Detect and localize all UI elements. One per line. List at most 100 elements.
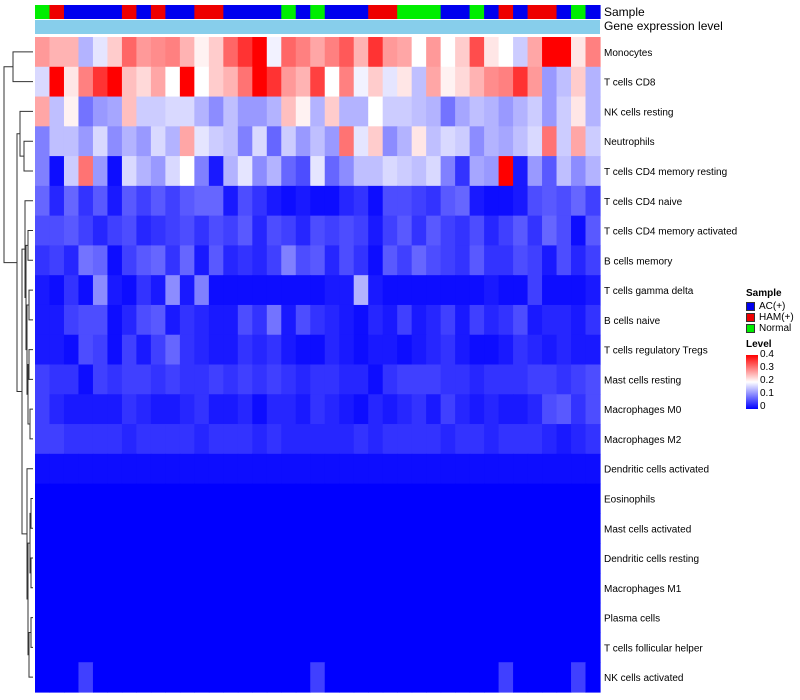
heatmap-cell [179, 662, 195, 693]
heatmap-cell [469, 126, 485, 157]
heatmap-cell [107, 126, 123, 157]
heatmap-cell [513, 156, 529, 187]
heatmap-cell [469, 96, 485, 127]
heatmap-cell [585, 572, 601, 604]
heatmap-cell [310, 66, 326, 98]
sample-legend: Sample AC(+) HAM(+) Normal [746, 288, 794, 334]
heatmap-cell [208, 424, 224, 455]
heatmap-cell [35, 304, 51, 336]
heatmap-cell [484, 275, 500, 306]
heatmap-cell [411, 483, 427, 514]
heatmap-cell [150, 602, 166, 634]
heatmap-cell [397, 66, 413, 98]
heatmap-cell [121, 96, 138, 127]
dendrogram-link [23, 140, 33, 172]
heatmap-cell [252, 245, 268, 276]
heatmap-cell [571, 304, 587, 336]
row-labels: Monocytes T cells CD8 NK cells resting Neut… [604, 48, 737, 684]
heatmap-cell [281, 66, 297, 98]
heatmap-cell [469, 334, 485, 366]
heatmap-cell [498, 334, 514, 366]
heatmap-cell [92, 37, 109, 68]
heatmap-cell [324, 602, 340, 634]
heatmap-cell [92, 632, 109, 663]
heatmap-cell [469, 275, 485, 306]
legend-swatch-ac [746, 302, 755, 311]
heatmap-cell [397, 215, 413, 247]
heatmap-cell [295, 334, 311, 366]
level-legend: Level 0.4 0.3 0.2 0.1 0 [746, 339, 774, 414]
heatmap-cell [484, 662, 500, 693]
heatmap-cell [63, 543, 80, 574]
heatmap-cell [194, 126, 210, 157]
heatmap-cell [585, 156, 601, 187]
heatmap-cell [121, 424, 138, 455]
heatmap-cell [136, 483, 152, 514]
heatmap-cell [324, 513, 340, 544]
heatmap-cell [35, 96, 51, 127]
heatmap-cell [527, 513, 543, 544]
heatmap-cell [63, 602, 80, 634]
heatmap-cell [295, 96, 311, 127]
heatmap-cell [150, 304, 166, 336]
heatmap-cell [585, 304, 601, 336]
heatmap-cell [426, 453, 442, 485]
heatmap-cell [426, 304, 442, 336]
heatmap-cell [324, 96, 340, 127]
sample-annotation-cell [469, 5, 485, 19]
heatmap-cell [498, 275, 514, 306]
heatmap-cell [78, 453, 94, 485]
heatmap-cell [368, 66, 384, 98]
heatmap-cell [223, 543, 239, 574]
row-label: Mast cells activated [604, 524, 691, 535]
heatmap-cell [339, 483, 355, 514]
heatmap-cell [194, 543, 210, 574]
sample-annotation-cell [324, 5, 340, 19]
heatmap-cell [397, 37, 413, 68]
heatmap-cell [498, 185, 514, 217]
heatmap-cell [339, 304, 355, 336]
heatmap-cell [440, 275, 456, 306]
heatmap-cell [266, 572, 282, 604]
heatmap-cell [484, 334, 500, 366]
heatmap-cell [49, 572, 65, 604]
heatmap-cell [339, 632, 355, 663]
heatmap-cell [121, 394, 138, 425]
sample-annotation-cell [397, 5, 413, 19]
heatmap-cell [411, 245, 427, 276]
heatmap-cell [121, 662, 138, 693]
heatmap-cell [353, 304, 369, 336]
heatmap-cell [469, 662, 485, 693]
legend-label-ac: AC(+) [759, 300, 786, 312]
heatmap-cell [92, 483, 109, 514]
heatmap-cell [165, 334, 181, 366]
heatmap-cell [571, 572, 587, 604]
heatmap-cell [208, 602, 224, 634]
heatmap-cell [107, 66, 123, 98]
heatmap-cell [382, 364, 398, 395]
heatmap-cell [295, 394, 311, 425]
level-tick: 0.4 [760, 349, 774, 360]
heatmap-cell [542, 126, 558, 157]
heatmap-cell [63, 364, 80, 395]
heatmap-cell [542, 543, 558, 574]
row-dendrogram [3, 51, 33, 678]
heatmap-cell [324, 156, 340, 187]
heatmap-cell [194, 275, 210, 306]
heatmap-cell [237, 543, 253, 574]
heatmap-cell [513, 602, 529, 634]
heatmap-cell [266, 394, 282, 425]
heatmap-cell [165, 632, 181, 663]
level-gradient-bar [746, 355, 758, 409]
heatmap-cell [498, 126, 514, 157]
heatmap-cell [556, 543, 572, 574]
heatmap-cell [382, 453, 398, 485]
sample-annotation-cell [295, 5, 311, 19]
heatmap-cell [527, 453, 543, 485]
heatmap-cell [397, 513, 413, 544]
heatmap-cell [266, 483, 282, 514]
heatmap-cell [107, 185, 123, 217]
heatmap-cell [49, 156, 65, 187]
heatmap-cell [571, 156, 587, 187]
heatmap-cell [382, 275, 398, 306]
